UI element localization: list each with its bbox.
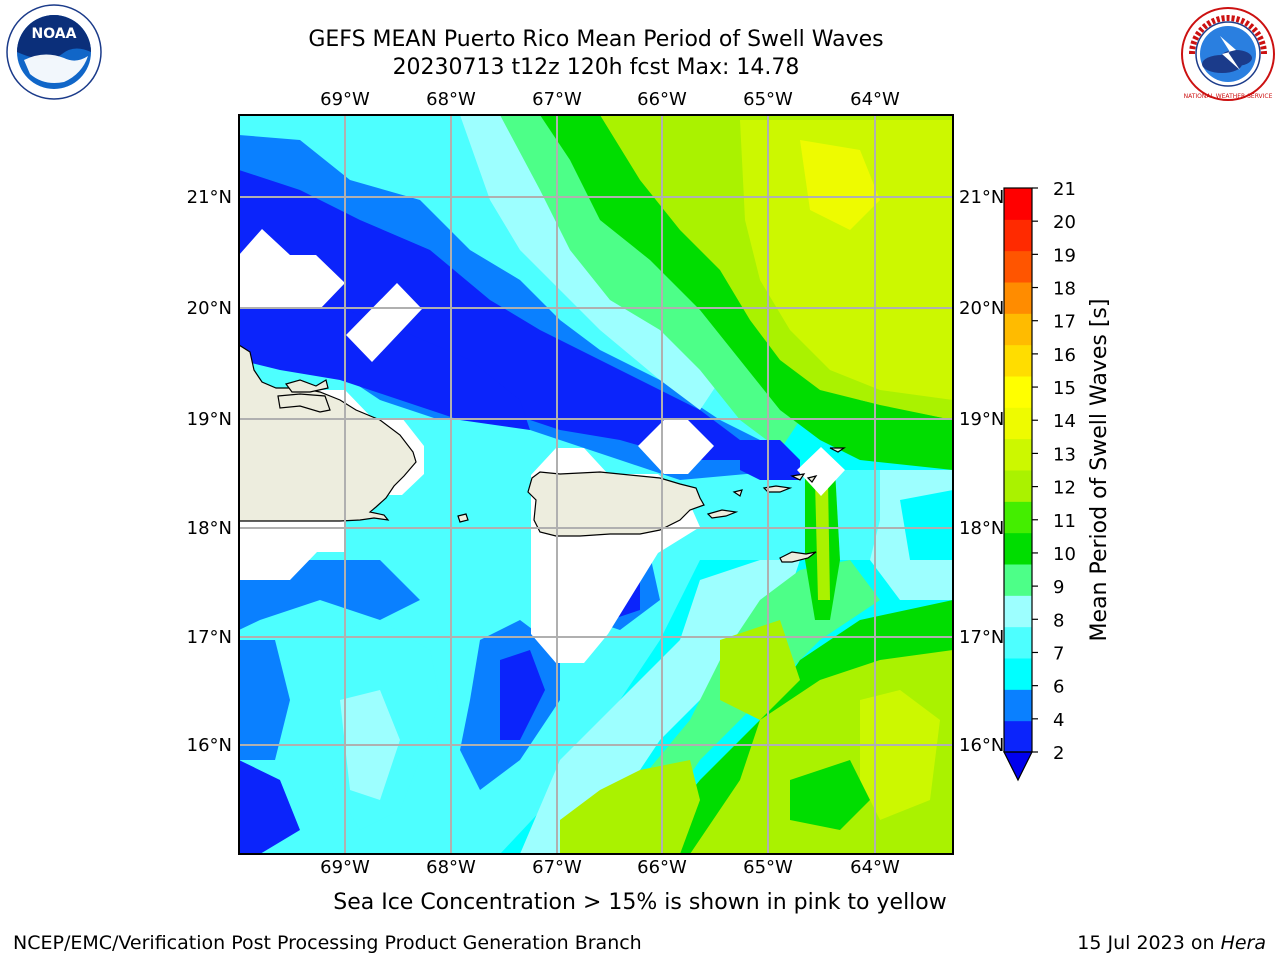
lat-label: 18°N [959,518,1004,539]
lat-labels-left: 21°N 20°N 19°N 18°N 17°N 16°N [187,187,232,756]
lat-label: 21°N [959,187,1004,208]
hispaniola-landmass [239,344,417,522]
map-gridlines [239,115,953,854]
colorbar-tick-label: 19 [1053,245,1076,266]
lon-label: 66°W [637,857,687,878]
swell-period-field [239,115,953,854]
lat-label: 19°N [959,409,1004,430]
colorbar-tick-label: 10 [1053,544,1076,565]
lon-label: 65°W [743,857,793,878]
colorbar-tick-label: 20 [1053,212,1076,233]
colorbar-tick-label: 13 [1053,444,1076,465]
colorbar-segment [1004,595,1032,628]
lat-label: 16°N [187,735,232,756]
noaa-logo: NOAA [4,4,104,108]
noaa-logo-text: NOAA [32,26,77,42]
colorbar-segment [1004,564,1032,596]
colorbar-segment [1004,501,1032,534]
footer-host: Hera [1220,932,1266,954]
nws-logo: NATIONAL WEATHER SERVICE [1180,6,1276,106]
colorbar-segment [1004,470,1032,502]
map-frame [238,114,954,855]
colorbar-segment [1004,532,1032,565]
lon-label: 68°W [426,89,476,110]
colorbar-segment [1004,376,1032,408]
lon-label: 66°W [637,89,687,110]
chart-title: GEFS MEAN Puerto Rico Mean Period of Swe… [308,27,884,52]
st-croix-landmass [779,551,817,563]
sea-ice-note: Sea Ice Concentration > 15% is shown in … [333,890,947,915]
colorbar-segment [1004,188,1032,220]
colorbar-segment [1004,689,1032,722]
lon-label: 68°W [426,857,476,878]
colorbar-segment [1004,282,1032,314]
colorbar-tick-label: 2 [1053,743,1064,764]
lon-label: 65°W [743,89,793,110]
colorbar-tick-label: 15 [1053,378,1076,399]
colorbar-tick-label: 16 [1053,345,1076,366]
colorbar-segment [1004,313,1032,346]
colorbar-tick-label: 9 [1053,577,1064,598]
colorbar-tick-label: 14 [1053,411,1076,432]
colorbar-tick-label: 21 [1053,179,1076,200]
lat-label: 17°N [959,627,1004,648]
colorbar-tick-label: 11 [1053,511,1076,532]
colorbar-frame [1003,187,1033,753]
colorbar: 2 4 6 7 8 9 10 11 12 13 14 15 16 17 18 19 20 21 Mean Peri… [1003,179,1112,782]
colorbar-tick-label: 12 [1053,478,1076,499]
colorbar-tick-label: 18 [1053,279,1076,300]
lat-label: 20°N [187,298,232,319]
puerto-rico-landmass [527,471,705,537]
colorbar-tick-label: 7 [1053,643,1064,664]
lat-label: 16°N [959,735,1004,756]
colorbar-extend-triangle [1003,751,1033,782]
chart-subtitle: 20230713 t12z 120h fcst Max: 14.78 [392,55,800,80]
lat-label: 20°N [959,298,1004,319]
colorbar-segment [1004,626,1032,659]
colorbar-segment [1004,250,1032,283]
lat-label: 18°N [187,518,232,539]
lon-label: 69°W [320,89,370,110]
colorbar-label: Mean Period of Swell Waves [s] [1087,299,1112,642]
lat-labels-right: 21°N 20°N 19°N 18°N 17°N 16°N [959,187,1004,756]
colorbar-segment [1004,407,1032,440]
lon-labels-top: 69°W 68°W 67°W 66°W 65°W 64°W [320,89,900,110]
colorbar-tick-label: 4 [1053,710,1064,731]
lon-labels-bottom: 69°W 68°W 67°W 66°W 65°W 64°W [320,857,900,878]
colorbar-tick-label: 17 [1053,312,1076,333]
colorbar-segment [1004,344,1032,377]
footer-date-text: 15 Jul 2023 on [1077,932,1221,954]
lon-label: 64°W [850,89,900,110]
lon-label: 64°W [850,857,900,878]
colorbar-tick-label: 6 [1053,677,1064,698]
footer-credit: NCEP/EMC/Verification Post Processing Pr… [13,932,642,954]
colorbar-segment [1004,658,1032,690]
lat-label: 17°N [187,627,232,648]
lon-label: 69°W [320,857,370,878]
colorbar-segment [1004,720,1032,753]
lon-label: 67°W [532,857,582,878]
footer-date: 15 Jul 2023 on Hera [1077,932,1266,954]
nws-logo-text: NATIONAL WEATHER SERVICE [1184,93,1273,100]
colorbar-segment [1004,219,1032,252]
lon-label: 67°W [532,89,582,110]
lat-label: 19°N [187,409,232,430]
lat-label: 21°N [187,187,232,208]
colorbar-segment [1004,438,1032,471]
colorbar-tick-label: 8 [1053,610,1064,631]
